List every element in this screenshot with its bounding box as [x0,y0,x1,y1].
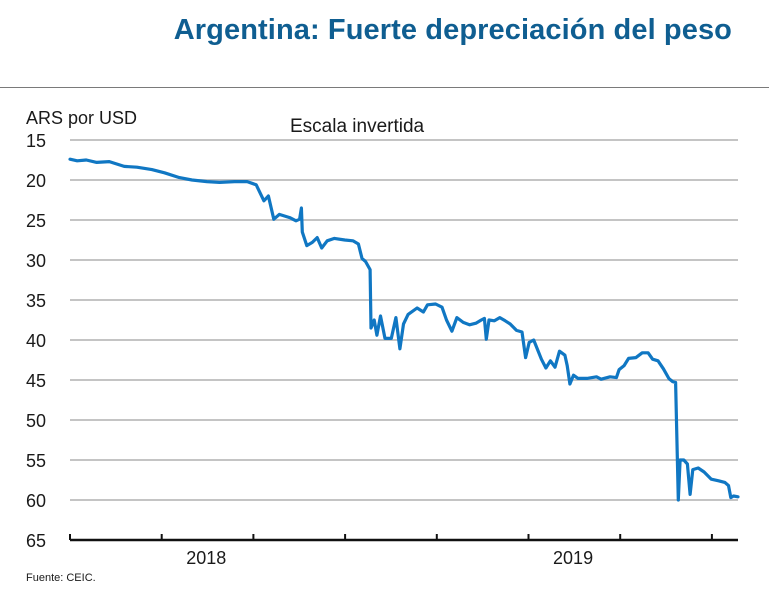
y-axis-label: ARS por USD [26,108,138,128]
y-tick-label: 40 [26,331,46,351]
source-note: Fuente: CEIC. [26,572,96,584]
y-tick-label: 20 [26,171,46,191]
x-tick-label-2018: 2018 [186,548,226,568]
series-layer [68,157,740,502]
title-divider [0,87,769,88]
y-tick-label: 65 [26,531,46,551]
y-tick-label: 35 [26,291,46,311]
y-tick-label: 55 [26,451,46,471]
x-tick-label-2019: 2019 [553,548,593,568]
y-tick-label: 15 [26,131,46,151]
chart-title: Argentina: Fuerte depreciación del peso [173,14,732,46]
y-tick-label: 30 [26,251,46,271]
chart-subtitle: Escala invertida [290,116,425,137]
x-axis: 2018 2019 [69,534,738,568]
y-tick-label: 25 [26,211,46,231]
y-tick-label: 60 [26,491,46,511]
gridlines [70,139,738,501]
series-line-0 [68,157,740,502]
y-tick-label: 45 [26,371,46,391]
y-tick-labels: 15 20 25 30 35 40 45 50 55 60 65 [26,131,46,551]
y-tick-label: 50 [26,411,46,431]
